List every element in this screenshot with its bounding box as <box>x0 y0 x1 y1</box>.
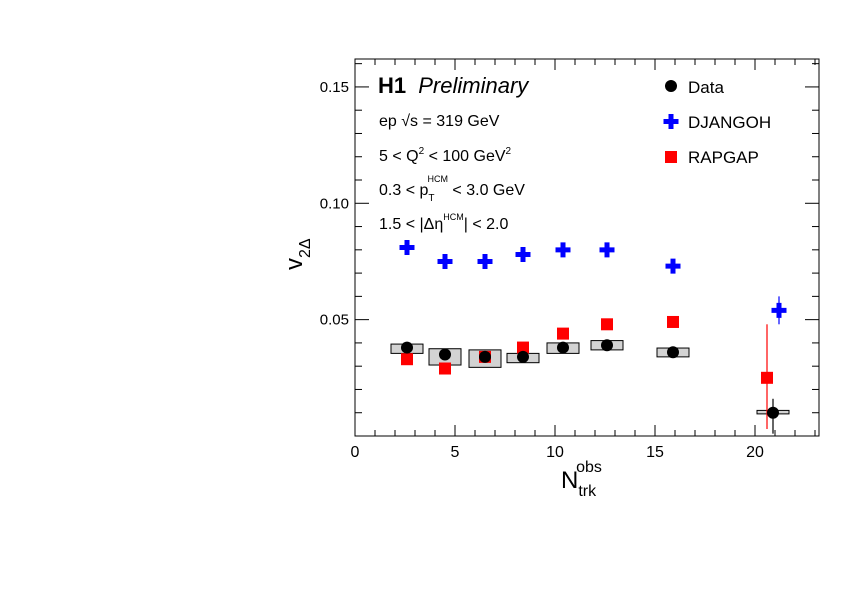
ann2-pre: 5 < Q <box>379 148 419 165</box>
y-tick-label: 0.15 <box>320 79 349 96</box>
xlabel-main: N <box>561 467 578 494</box>
x-tick-label: 5 <box>451 444 460 461</box>
markers <box>399 240 787 419</box>
ann4-sup: HCM <box>443 212 464 222</box>
point-djangoh <box>515 246 531 262</box>
point-rapgap <box>517 341 529 354</box>
legend-data-label: Data <box>688 78 724 97</box>
point-rapgap <box>761 371 773 384</box>
point-djangoh <box>555 242 571 258</box>
legend-djangoh-label: DJANGOH <box>688 113 771 132</box>
ann3-sup: HCM <box>427 174 448 184</box>
ann3-pre: 0.3 < p <box>379 182 428 199</box>
point-djangoh <box>771 302 787 318</box>
point-rapgap <box>601 318 613 331</box>
point-rapgap <box>667 315 679 328</box>
ann4-post: | < 2.0 <box>464 216 509 233</box>
ann2-sup1: 2 <box>419 146 425 157</box>
ylabel-sub: 2Δ <box>297 238 314 258</box>
axes: 0 5 10 15 20 0.05 0.10 0.15 <box>320 59 819 461</box>
x-tick-label: 0 <box>351 444 360 461</box>
legend-rapgap-marker <box>665 151 677 163</box>
chart-title: H1 Preliminary <box>378 73 530 98</box>
legend-rapgap-label: RAPGAP <box>688 148 759 167</box>
x-tick-label: 15 <box>646 444 664 461</box>
x-tick-label: 20 <box>746 444 764 461</box>
ann2-mid: < 100 GeV <box>424 148 506 165</box>
x-axis-title: Ntrk obs <box>561 459 602 500</box>
point-data <box>557 341 569 354</box>
point-data <box>667 346 679 359</box>
point-data <box>439 348 451 361</box>
ann1-pre: ep <box>379 113 401 130</box>
annotation-pt: 0.3 < pT HCM < 3.0 GeV <box>379 174 525 204</box>
x-tick-label: 10 <box>546 444 564 461</box>
xlabel-sup: obs <box>576 459 602 476</box>
ann3-post: < 3.0 GeV <box>448 182 525 199</box>
point-rapgap <box>401 353 413 366</box>
annotation-q2: 5 < Q2 < 100 GeV2 <box>379 146 512 165</box>
point-data <box>767 406 779 419</box>
point-rapgap <box>557 327 569 340</box>
point-rapgap <box>439 362 451 375</box>
point-data <box>401 341 413 354</box>
point-data <box>601 339 613 352</box>
ann1-post: = 319 GeV <box>418 113 500 130</box>
ann1-sqrt: √s <box>401 113 418 130</box>
xlabel-sub: trk <box>578 483 597 500</box>
title-bold: H1 <box>378 73 406 98</box>
annotation-energy: ep √s = 319 GeV <box>379 113 500 130</box>
legend-data-marker <box>665 80 677 92</box>
ylabel-main: v <box>281 258 308 270</box>
y-tick-label: 0.10 <box>320 195 349 212</box>
systematic-boxes <box>390 340 790 415</box>
legend: Data DJANGOH RAPGAP <box>663 78 771 167</box>
point-djangoh <box>665 258 681 274</box>
point-djangoh <box>437 253 453 269</box>
point-djangoh <box>599 242 615 258</box>
legend-djangoh-marker <box>663 114 679 129</box>
ann4-pre: 1.5 < |Δη <box>379 216 443 233</box>
point-djangoh <box>399 240 415 255</box>
title-italic: Preliminary <box>418 73 530 98</box>
ann2-sup2: 2 <box>506 146 512 157</box>
point-djangoh <box>477 253 493 269</box>
ann3-sub: T <box>428 193 434 204</box>
plot-frame <box>354 58 820 437</box>
point-data <box>479 350 491 363</box>
point-data <box>517 350 529 363</box>
y-axis-title: v2Δ <box>281 238 314 270</box>
y-tick-label: 0.05 <box>320 312 349 329</box>
annotation-eta: 1.5 < |ΔηHCM| < 2.0 <box>379 212 508 233</box>
